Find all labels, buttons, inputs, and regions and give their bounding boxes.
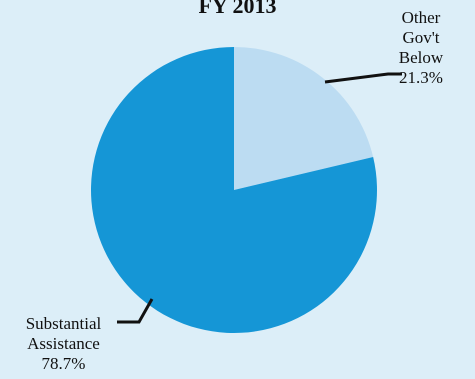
label-other-line-3: Below xyxy=(398,48,444,67)
label-substantial-line-1: Substantial xyxy=(25,314,102,333)
chart-title: FY 2013 xyxy=(198,0,277,18)
label-substantial-line-2: Assistance xyxy=(27,334,100,353)
label-substantial-value: 78.7% xyxy=(41,354,86,373)
pie-slice-substantial-assistance xyxy=(90,47,377,333)
leader-line-substantial xyxy=(117,298,154,324)
label-other-line-2: Gov't xyxy=(402,28,440,47)
label-substantial-assistance: Substantial Assistance 78.7% xyxy=(6,314,121,374)
label-other-line-1: Other xyxy=(401,8,441,27)
label-other-value: 21.3% xyxy=(399,68,443,87)
label-other-govt-below: Other Gov't Below 21.3% xyxy=(380,8,462,88)
leader-line-other xyxy=(324,72,402,84)
pie-slice-other-govt-below xyxy=(234,47,374,190)
